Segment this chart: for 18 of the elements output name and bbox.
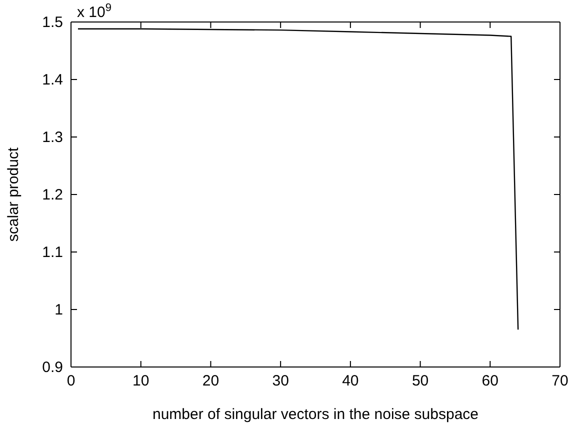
x-tick-label: 20 [202, 372, 220, 390]
y-tick-label: 1.3 [42, 128, 63, 146]
y-tick-label: 1.2 [42, 186, 63, 204]
y-tick-label: 1.4 [42, 71, 63, 88]
x-tick-label: 10 [132, 372, 150, 390]
x-tick-label: 60 [482, 372, 498, 390]
y-tick-label: 1.1 [42, 244, 63, 261]
x-axis-title: number of singular vectors in the noise subspace [152, 406, 479, 423]
y-tick-label: 1.5 [42, 14, 63, 31]
text: x 10$^{9}$ [77, 2, 112, 21]
x-tick-label: 30 [272, 372, 289, 390]
y-tick-label: 0.9 [42, 358, 63, 376]
x-tick-label: 0 [66, 372, 76, 390]
x-tick-label: 50 [412, 372, 429, 390]
y-axis-title: scalar product [5, 146, 22, 242]
x-tick-label: 70 [552, 372, 568, 390]
x-tick-label: 40 [342, 372, 359, 390]
y-tick-label: 1 [54, 301, 63, 318]
